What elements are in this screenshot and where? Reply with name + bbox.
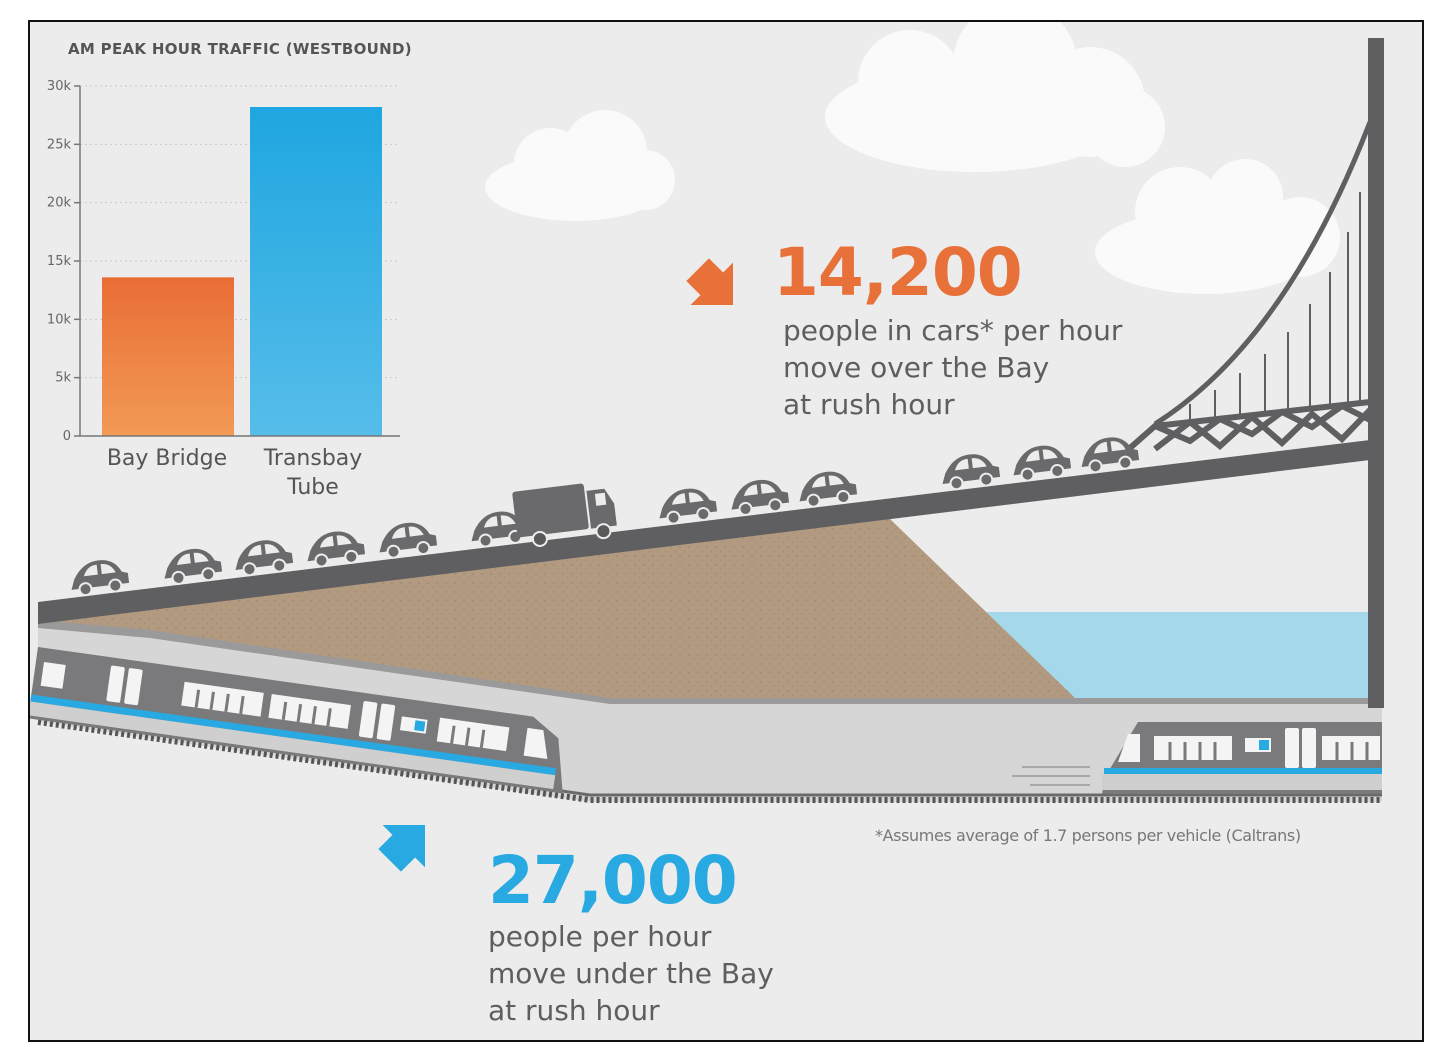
car-icon <box>235 540 294 577</box>
car-icon <box>471 511 530 548</box>
bart-description-line: move under the Bay <box>488 957 774 990</box>
cars-description-line: at rush hour <box>783 388 955 421</box>
y-tick-label: 20k <box>47 196 72 211</box>
footnote: *Assumes average of 1.7 persons per vehi… <box>875 826 1301 845</box>
y-tick-label: 10k <box>47 312 72 327</box>
car-icon <box>71 560 130 597</box>
bridge-tower <box>1368 38 1384 708</box>
cars-description-line: people in cars* per hour <box>783 314 1123 347</box>
bart-description-line: at rush hour <box>488 994 660 1027</box>
cloud-small <box>485 110 675 221</box>
traffic-cars <box>71 437 1140 597</box>
y-tick-label: 5k <box>55 371 71 386</box>
y-tick-label: 15k <box>47 254 72 269</box>
car-icon <box>379 522 438 559</box>
bart-description: people per hour move under the Bay at ru… <box>488 918 774 1029</box>
cloud-right <box>1095 159 1340 294</box>
car-icon <box>1013 445 1072 482</box>
car-icon <box>307 531 366 568</box>
arrow-down-left-icon <box>686 258 733 305</box>
bridge-truss <box>1128 399 1373 452</box>
bart-train-left <box>30 647 563 794</box>
infographic-frame: 0 5k 10k 15k 20k 25k 30k AM PEAK HOUR TRAFFIC … <box>28 20 1424 1042</box>
category-label-transbay-tube: Transbay Tube <box>263 446 363 500</box>
bart-train-right <box>1012 722 1382 794</box>
arrow-up-left-icon <box>378 825 425 872</box>
chart-title: AM PEAK HOUR TRAFFIC (WESTBOUND) <box>68 40 412 58</box>
y-tick-label: 30k <box>47 79 72 94</box>
bar-bay-bridge <box>102 277 234 436</box>
car-icon <box>1081 437 1140 474</box>
bart-number: 27,000 <box>488 842 738 919</box>
bart-description-line: people per hour <box>488 920 712 953</box>
bay-crossing-scene: 0 5k 10k 15k 20k 25k 30k <box>30 22 1384 872</box>
car-icon <box>942 454 1001 491</box>
suspender-cables <box>1189 192 1361 422</box>
suspension-cable <box>1153 121 1373 427</box>
category-label-bay-bridge: Bay Bridge <box>106 446 228 471</box>
cars-description: people in cars* per hour move over the B… <box>783 312 1122 423</box>
y-tick-label: 0 <box>63 429 71 444</box>
car-icon <box>731 479 790 516</box>
bar-transbay-tube <box>250 107 382 436</box>
cars-description-line: move over the Bay <box>783 351 1050 384</box>
car-icon <box>659 488 718 525</box>
bart-logo-icon <box>399 716 428 734</box>
car-icon <box>799 471 858 508</box>
car-icon <box>164 548 223 585</box>
cloud-large <box>825 22 1165 172</box>
y-tick-label: 25k <box>47 137 72 152</box>
bar-chart: 0 5k 10k 15k 20k 25k 30k <box>47 79 400 444</box>
cars-number: 14,200 <box>773 234 1023 311</box>
truck-icon <box>512 483 617 547</box>
bridge-deck <box>38 440 1370 624</box>
